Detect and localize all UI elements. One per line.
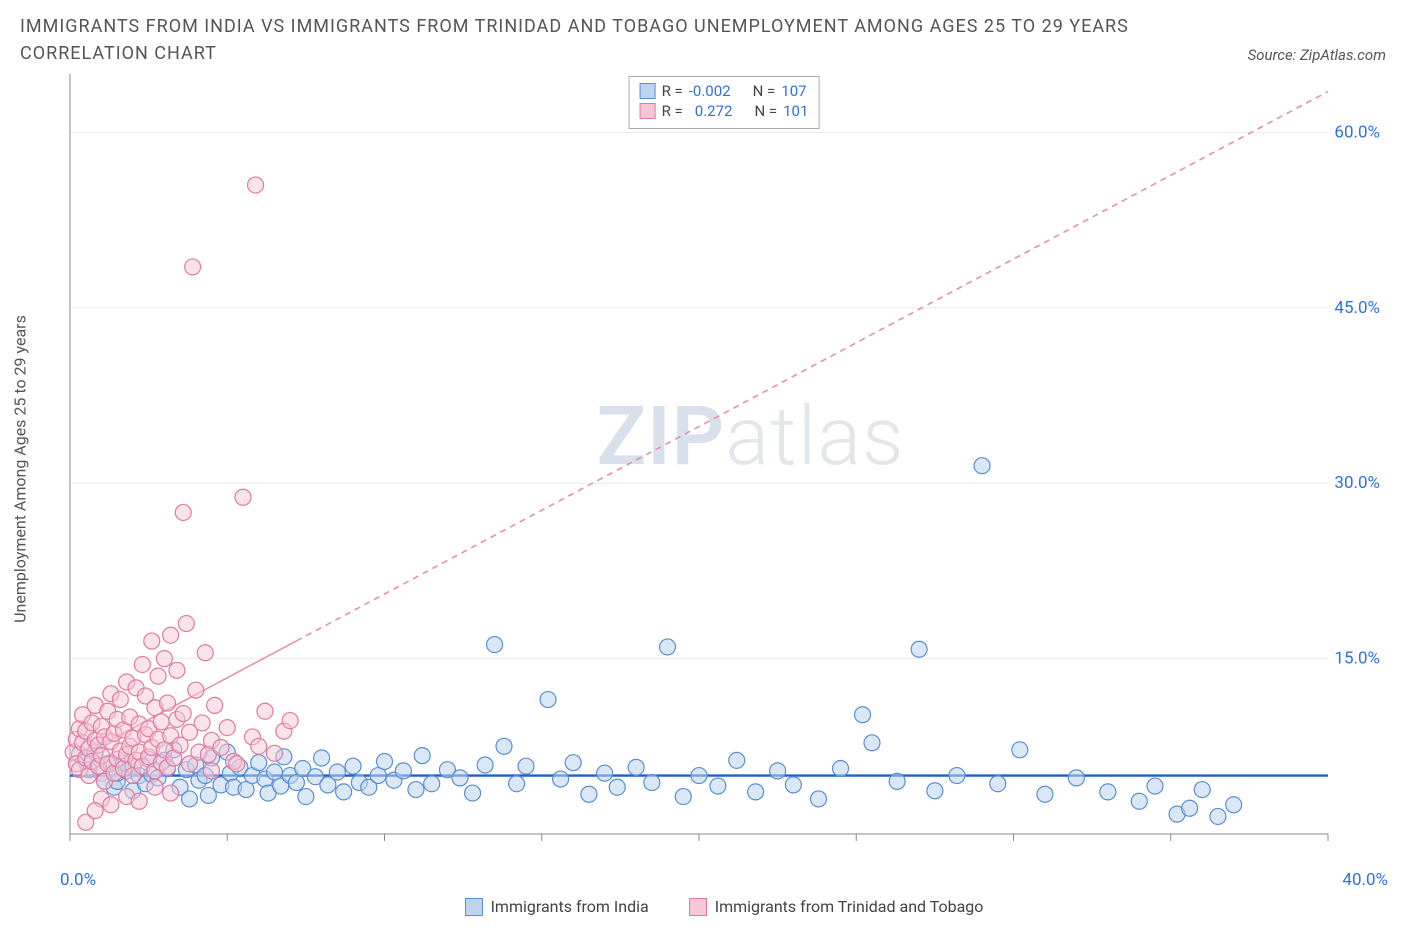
n-label: N = <box>754 101 777 121</box>
legend-label-trinidad: Immigrants from Trinidad and Tobago <box>715 897 984 916</box>
x-axis-min-label: 0.0% <box>60 870 96 890</box>
r-label: R = <box>662 81 683 101</box>
r-label: R = <box>662 101 683 121</box>
subtitle-row: CORRELATION CHART Source: ZipAtlas.com <box>0 43 1406 74</box>
chart-title-line2: CORRELATION CHART <box>20 43 217 64</box>
chart-area: Unemployment Among Ages 25 to 29 years Z… <box>60 74 1388 864</box>
legend-correlation: R = -0.002 N = 107 R = 0.272 N = 101 <box>629 76 820 129</box>
legend-swatch-india <box>640 83 656 99</box>
legend-label-india: Immigrants from India <box>491 897 649 916</box>
svg-text:45.0%: 45.0% <box>1334 298 1380 318</box>
legend-swatch-trinidad <box>640 103 656 119</box>
legend-item-india: Immigrants from India <box>465 897 649 916</box>
legend-row-india: R = -0.002 N = 107 <box>640 81 809 101</box>
r-value-trinidad: 0.272 <box>689 101 733 121</box>
x-axis-max-label: 40.0% <box>1342 870 1388 890</box>
legend-item-trinidad: Immigrants from Trinidad and Tobago <box>689 897 984 916</box>
svg-text:30.0%: 30.0% <box>1334 473 1380 493</box>
legend-row-trinidad: R = 0.272 N = 101 <box>640 101 809 121</box>
scatter-plot: 15.0% 30.0% 45.0% 60.0% <box>60 74 1388 864</box>
svg-text:15.0%: 15.0% <box>1334 649 1380 669</box>
legend-series: Immigrants from India Immigrants from Tr… <box>60 897 1388 916</box>
svg-text:60.0%: 60.0% <box>1334 122 1380 142</box>
legend-swatch-trinidad <box>689 898 707 916</box>
n-label: N = <box>753 81 776 101</box>
y-axis-label: Unemployment Among Ages 25 to 29 years <box>11 315 30 623</box>
n-value-india: 107 <box>781 81 806 101</box>
n-value-trinidad: 101 <box>783 101 808 121</box>
source-label: Source: ZipAtlas.com <box>1248 46 1386 64</box>
chart-title-line1: IMMIGRANTS FROM INDIA VS IMMIGRANTS FROM… <box>0 0 1406 43</box>
legend-swatch-india <box>465 898 483 916</box>
r-value-india: -0.002 <box>689 81 731 101</box>
